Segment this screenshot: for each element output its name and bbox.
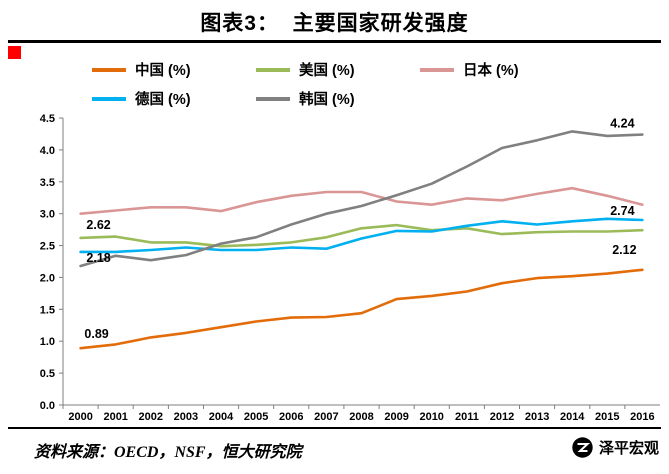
legend-swatch-icon — [92, 67, 126, 72]
y-tick-label: 1.5 — [40, 304, 55, 316]
red-square-marker — [8, 46, 21, 59]
x-tick-label: 2010 — [419, 411, 443, 423]
source-note: 资料来源：OECD，NSF，恒大研究院 — [34, 444, 302, 461]
x-tick-label: 2004 — [209, 411, 234, 423]
legend-label: 韩国 (%) — [299, 92, 355, 108]
data-label: 2.74 — [610, 204, 634, 218]
data-label: 2.18 — [86, 251, 110, 265]
line-chart: 0.0 0.5 1.0 1.5 2.0 2.5 3.0 3.5 4.0 4.5 2000 2001 20… — [0, 105, 669, 425]
chart-legend: 中国 (%) 美国 (%) 日本 (%) 德国 (%) 韩国 (%) — [92, 59, 620, 109]
y-tick-label: 4.0 — [40, 145, 55, 157]
y-tick-label: 2.0 — [40, 272, 55, 284]
legend-item-2: 日本 (%) — [420, 59, 620, 80]
x-tick-label: 2007 — [314, 411, 338, 423]
x-tick-label: 2005 — [244, 411, 268, 423]
legend-item-1: 美国 (%) — [256, 59, 420, 80]
brand-block: 泽平宏观 — [572, 437, 659, 458]
legend-label: 中国 (%) — [135, 63, 191, 79]
series-line-0 — [79, 268, 644, 350]
y-tick-label: 0.5 — [40, 368, 55, 380]
chart-title: 图表3： 主要国家研发强度 — [200, 12, 469, 35]
legend-label: 美国 (%) — [299, 63, 355, 79]
x-tick-label: 2008 — [349, 411, 373, 423]
x-tick-label: 2001 — [103, 411, 127, 423]
x-tick-label: 2003 — [174, 411, 198, 423]
legend-swatch-icon — [256, 67, 290, 72]
y-tick-label: 4.5 — [40, 113, 55, 125]
x-tick-label: 2015 — [595, 411, 619, 423]
y-tick-label: 0.0 — [40, 400, 55, 412]
legend-swatch-icon — [420, 67, 454, 72]
x-tick-label: 2011 — [455, 411, 479, 423]
zeping-logo-icon — [572, 437, 593, 458]
x-tick-label: 2002 — [139, 411, 163, 423]
series-line-4 — [79, 130, 644, 268]
x-tick-label: 2014 — [560, 411, 585, 423]
legend-item-0: 中国 (%) — [92, 59, 256, 80]
title-divider — [8, 40, 661, 43]
x-tick-label: 2006 — [279, 411, 303, 423]
brand-name: 泽平宏观 — [598, 440, 659, 457]
x-tick-label: 2016 — [630, 411, 654, 423]
series-line-3 — [79, 217, 644, 254]
y-tick-label: 1.0 — [40, 336, 55, 348]
legend-label: 德国 (%) — [135, 92, 191, 108]
x-tick-label: 2000 — [68, 411, 92, 423]
data-label: 0.89 — [84, 327, 108, 341]
legend-label: 日本 (%) — [463, 63, 519, 79]
legend-item-3: 德国 (%) — [92, 88, 256, 109]
legend-swatch-icon — [92, 96, 126, 101]
legend-item-4: 韩国 (%) — [256, 88, 420, 109]
x-tick-label: 2013 — [525, 411, 549, 423]
footer-divider — [8, 427, 661, 429]
x-tick-label: 2009 — [384, 411, 408, 423]
data-label: 2.62 — [86, 218, 110, 232]
y-tick-label: 3.0 — [40, 209, 55, 221]
x-tick-label: 2012 — [490, 411, 514, 423]
y-tick-label: 3.5 — [40, 177, 55, 189]
data-label: 2.12 — [612, 243, 636, 257]
series-line-1 — [79, 223, 644, 248]
series-line-2 — [79, 186, 644, 215]
y-tick-label: 2.5 — [40, 241, 55, 253]
data-label: 4.24 — [610, 117, 634, 131]
legend-swatch-icon — [256, 96, 290, 101]
